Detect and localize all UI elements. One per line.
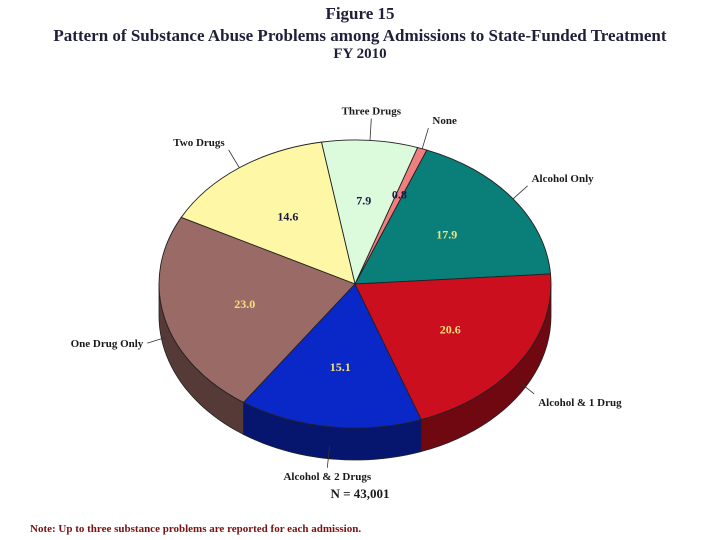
value-label-alcohol-only: 17.9 <box>436 228 457 242</box>
slice-alcohol-and-2-drugs <box>242 283 422 429</box>
category-label-three-drugs: Three Drugs <box>342 106 402 118</box>
value-label-none: 0.8 <box>392 188 407 202</box>
category-label-alcohol-and-1-drug: Alcohol & 1 Drug <box>538 397 622 409</box>
figure-number: Figure 15 <box>325 4 395 23</box>
leader-one-drug-only <box>147 337 165 344</box>
leader-none <box>421 127 429 149</box>
pie-slices <box>158 139 552 429</box>
slice-alcohol-only <box>354 149 552 285</box>
category-labels: Alcohol Only None Three Drugs Two Drugs One … <box>71 106 623 483</box>
leader-alcohol-and-2-drugs <box>326 445 330 468</box>
value-label-three-drugs: 7.9 <box>356 194 371 208</box>
value-label-alcohol-and-1-drug: 20.6 <box>440 323 461 337</box>
leader-alcohol-only <box>512 185 528 200</box>
category-label-alcohol-only: Alcohol Only <box>532 173 595 185</box>
sample-size: N = 43,001 <box>330 486 390 501</box>
category-label-two-drugs: Two Drugs <box>173 137 225 149</box>
footnote: Note: Up to three substance problems are… <box>30 523 362 535</box>
chart-year: FY 2010 <box>333 46 387 62</box>
value-labels: 17.9 0.8 7.9 14.6 23.0 15.1 20.6 <box>234 188 461 374</box>
category-label-none: None <box>432 115 457 127</box>
value-label-one-drug-only: 23.0 <box>234 297 255 311</box>
leader-alcohol-and-1-drug <box>518 381 535 395</box>
value-label-alcohol-and-2-drugs: 15.1 <box>330 360 351 374</box>
slice-one-drug-only <box>158 216 356 404</box>
leader-two-drugs <box>228 149 240 168</box>
category-label-one-drug-only: One Drug Only <box>71 338 144 350</box>
leader-three-drugs <box>369 118 372 141</box>
chart-title: Pattern of Substance Abuse Problems amon… <box>53 26 667 45</box>
value-label-two-drugs: 14.6 <box>277 210 298 224</box>
slice-three-drugs <box>320 139 419 286</box>
slice-two-drugs <box>180 141 356 285</box>
slice-alcohol-and-1-drug <box>354 273 552 421</box>
category-label-alcohol-and-2-drugs: Alcohol & 2 Drugs <box>283 471 371 483</box>
